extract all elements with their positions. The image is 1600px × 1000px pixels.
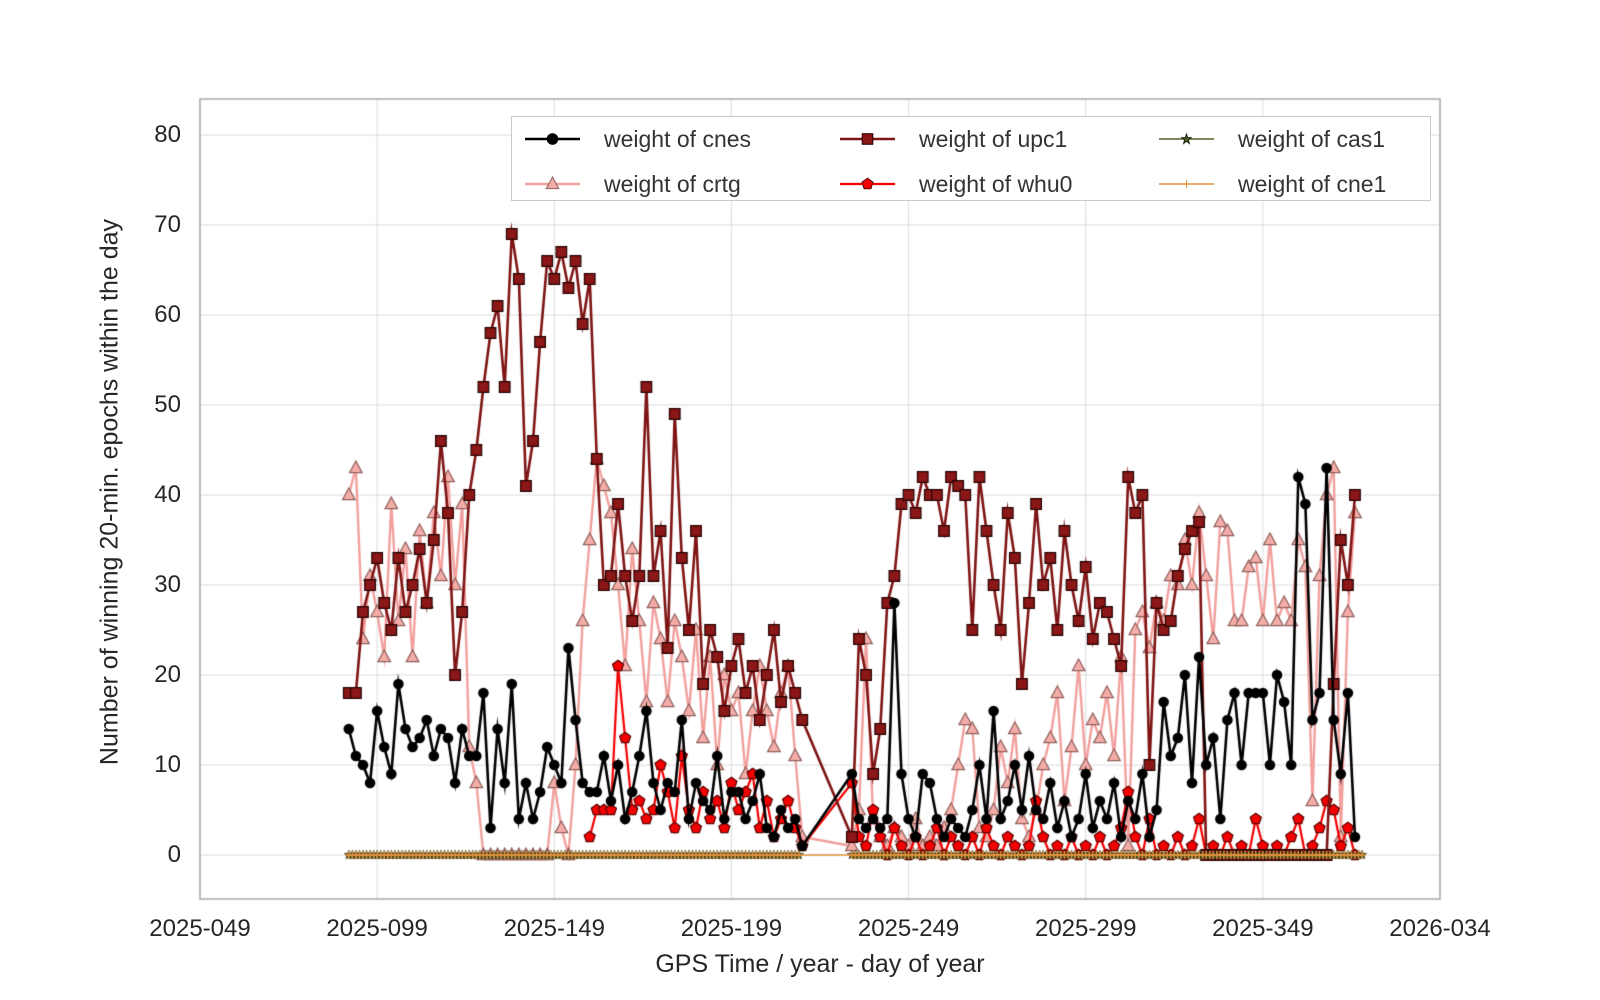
- x-tick-label: 2025-099: [326, 915, 428, 942]
- upc1-line-marker-swatch: [840, 133, 895, 145]
- legend-item-crtg: weight of crtg: [525, 170, 741, 197]
- legend-item-cas1: weight of cas1: [1159, 125, 1386, 152]
- y-tick-label: 20: [154, 661, 181, 688]
- legend-item-whu0: weight of whu0: [840, 170, 1073, 197]
- y-tick-label: 50: [154, 391, 181, 418]
- y-tick-label: 70: [154, 211, 181, 238]
- x-tick-label: 2025-149: [503, 915, 605, 942]
- x-tick-label: 2025-349: [1212, 915, 1314, 942]
- x-tick-label: 2025-299: [1034, 915, 1137, 942]
- cas1-line-marker-swatch: [1159, 132, 1214, 145]
- y-tick-label: 10: [154, 751, 181, 778]
- crtg-line-marker-swatch: [525, 175, 580, 190]
- x-tick-label: 2026-034: [1389, 915, 1491, 942]
- y-axis-title: Number of winning 20-min. epochs within …: [95, 218, 124, 766]
- y-tick-label: 0: [167, 841, 181, 868]
- legend-label-cne1: weight of cne1: [1238, 170, 1387, 197]
- legend-label-cas1: weight of cas1: [1238, 125, 1386, 152]
- legend: weight of cnes weight of crtg weight of …: [511, 116, 1431, 201]
- x-tick-label: 2025-249: [857, 915, 960, 942]
- x-tick-label: 2025-049: [149, 915, 251, 942]
- y-tick-label: 40: [154, 481, 181, 508]
- legend-label-cnes: weight of cnes: [604, 125, 752, 152]
- legend-label-whu0: weight of whu0: [919, 170, 1073, 197]
- whu0-line-marker-swatch: [840, 177, 895, 190]
- legend-label-upc1: weight of upc1: [919, 125, 1068, 152]
- y-tick-label: 60: [154, 301, 181, 328]
- legend-label-crtg: weight of crtg: [604, 170, 741, 197]
- cnes-line-marker-swatch: [525, 133, 580, 145]
- legend-item-cne1: weight of cne1: [1159, 170, 1387, 197]
- y-tick-label: 30: [154, 571, 181, 598]
- x-axis-title: GPS Time / year - day of year: [655, 950, 985, 978]
- y-tick-label: 80: [154, 121, 181, 148]
- cne1-line-marker-swatch: [1159, 180, 1214, 188]
- legend-item-upc1: weight of upc1: [840, 125, 1068, 152]
- x-tick-label: 2025-199: [680, 915, 783, 942]
- legend-item-cnes: weight of cnes: [525, 125, 752, 152]
